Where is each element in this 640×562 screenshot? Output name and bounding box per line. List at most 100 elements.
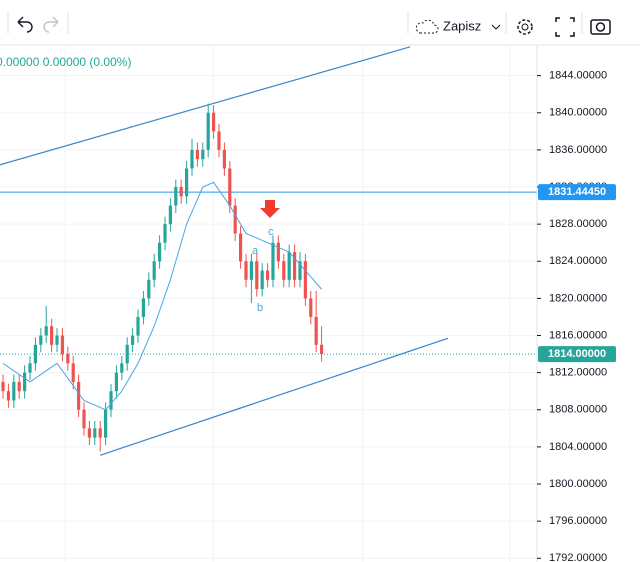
candle-body [319, 344, 324, 355]
candle-body [120, 363, 124, 373]
trend-line [100, 337, 449, 456]
candle-body [1, 381, 5, 392]
price-axis [537, 46, 640, 562]
candle-body [87, 428, 92, 438]
candle-body [55, 335, 59, 345]
candle-body [136, 316, 140, 336]
candle-body [222, 149, 226, 169]
toolbar [0, 0, 640, 45]
y-tick-label: 1824.00000 [549, 255, 607, 267]
gear-center [521, 23, 529, 31]
candle-body [66, 354, 70, 364]
candle-body [17, 381, 21, 392]
candle-body [211, 112, 216, 132]
camera-lens [595, 22, 606, 32]
trend-line [0, 46, 411, 166]
candle-body [163, 224, 167, 243]
y-tick-label: 1828.00000 [549, 218, 607, 230]
candle-body [131, 335, 135, 345]
candle-body [174, 187, 178, 206]
candle-body [6, 391, 11, 401]
candle-body [44, 326, 48, 336]
save-button[interactable]: Zapisz [415, 18, 501, 34]
y-tick-label: 1820.00000 [549, 292, 607, 304]
plot-area [0, 46, 537, 456]
y-tick-label: 1812.00000 [549, 367, 607, 379]
candle-body [39, 335, 43, 345]
settings-button[interactable] [517, 19, 533, 35]
redo-button[interactable] [43, 16, 59, 33]
candle-body [244, 261, 248, 280]
candle-body [298, 261, 302, 280]
candle-body [314, 316, 318, 345]
y-tick-label: 1800.00000 [549, 478, 607, 490]
screenshot-button[interactable] [590, 19, 611, 35]
y-tick-label: 1792.00000 [549, 552, 607, 562]
candle-body [152, 261, 156, 280]
gear-icon [517, 19, 533, 35]
candle-body [233, 205, 237, 234]
candle-body [201, 149, 205, 160]
y-tick-label: 1844.00000 [549, 70, 607, 82]
horizontal-line-label: 1831.44450 [548, 186, 606, 198]
candle-body [276, 242, 280, 262]
candle-body [114, 372, 119, 392]
candle-body [249, 261, 253, 280]
candle-body [12, 381, 16, 401]
candle-body [206, 112, 210, 150]
candle-body [309, 298, 313, 317]
candle-body [28, 363, 32, 373]
y-tick-label: 1808.00000 [549, 404, 607, 416]
candle-body [23, 372, 27, 392]
candle-body [104, 409, 108, 438]
price-axis-labels: 1792.00000 1796.00000 1800.00000 1804.00000… [537, 70, 616, 562]
wave-label: b [257, 302, 263, 314]
candle-body [93, 428, 97, 438]
candle-body [125, 344, 129, 364]
candle-body [217, 131, 221, 150]
candle-body [255, 261, 259, 290]
candle-body [292, 251, 297, 280]
candle-body [33, 344, 38, 364]
candle-body [271, 242, 275, 280]
candle-body [184, 168, 189, 197]
candle-body [71, 363, 75, 382]
wave-label: a [252, 245, 259, 257]
candle-body [77, 381, 81, 410]
candle-body [50, 326, 54, 345]
candle-body [109, 391, 113, 410]
candle-body [60, 335, 65, 355]
moving-average [2, 181, 322, 411]
candle-body [303, 261, 307, 299]
horizontal-line-label-box [538, 184, 616, 201]
candle-body [141, 298, 146, 317]
candle-body [195, 149, 199, 160]
down-arrow [260, 200, 280, 218]
candle-body [282, 261, 286, 280]
candle-body [260, 270, 264, 290]
candle-body [238, 233, 243, 262]
y-tick-label: 1840.00000 [549, 107, 607, 119]
candle-body [98, 428, 102, 438]
cloud-icon [415, 19, 439, 34]
fullscreen-button[interactable] [555, 17, 575, 37]
save-label: Zapisz [443, 18, 481, 33]
candle-body [179, 187, 183, 197]
candle-body [265, 270, 270, 280]
y-tick-label: 1796.00000 [549, 515, 607, 527]
candle-body [147, 279, 151, 299]
undo-button[interactable] [17, 16, 33, 33]
legend-values: 0.00000 0.00000 (0.00%) [0, 55, 131, 69]
dropdown-icon [491, 24, 501, 30]
wave-label: c [268, 226, 274, 238]
last-price-label-box [538, 346, 616, 363]
candle-body [168, 205, 172, 225]
last-price-label: 1814.00000 [548, 348, 606, 360]
y-tick-label: 1804.00000 [549, 441, 607, 453]
candle-body [82, 409, 86, 429]
candle-body [228, 168, 232, 206]
y-tick-label: 1816.00000 [549, 329, 607, 341]
candle-body [287, 251, 291, 280]
